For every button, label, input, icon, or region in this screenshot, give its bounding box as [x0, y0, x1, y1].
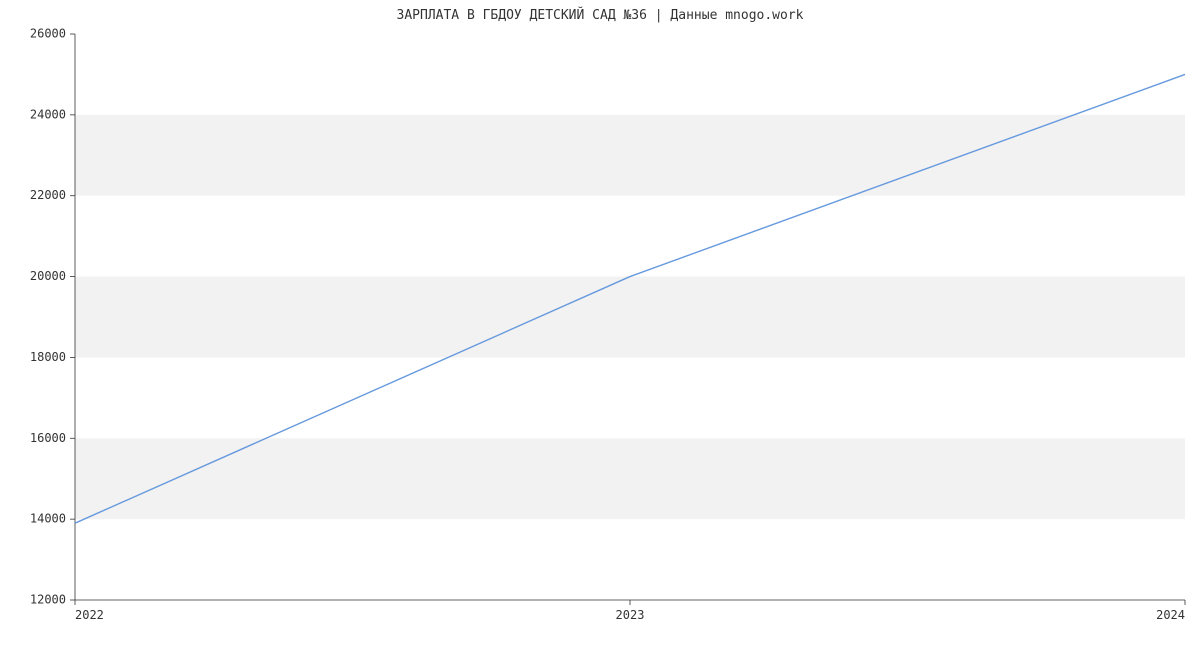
chart-svg: 12000 14000 16000 18000 20000 22000 24000 26000…	[0, 0, 1200, 650]
svg-text:2022: 2022	[75, 608, 104, 622]
svg-text:16000: 16000	[30, 431, 66, 445]
svg-text:18000: 18000	[30, 350, 66, 364]
svg-text:26000: 26000	[30, 27, 66, 41]
salary-chart: ЗАРПЛАТА В ГБДОУ ДЕТСКИЙ САД №36 | Данны…	[0, 0, 1200, 650]
svg-text:12000: 12000	[30, 593, 66, 607]
svg-text:2024: 2024	[1156, 608, 1185, 622]
svg-text:22000: 22000	[30, 188, 66, 202]
svg-text:2023: 2023	[616, 608, 645, 622]
svg-text:14000: 14000	[30, 512, 66, 526]
svg-text:24000: 24000	[30, 107, 66, 121]
svg-text:20000: 20000	[30, 269, 66, 283]
